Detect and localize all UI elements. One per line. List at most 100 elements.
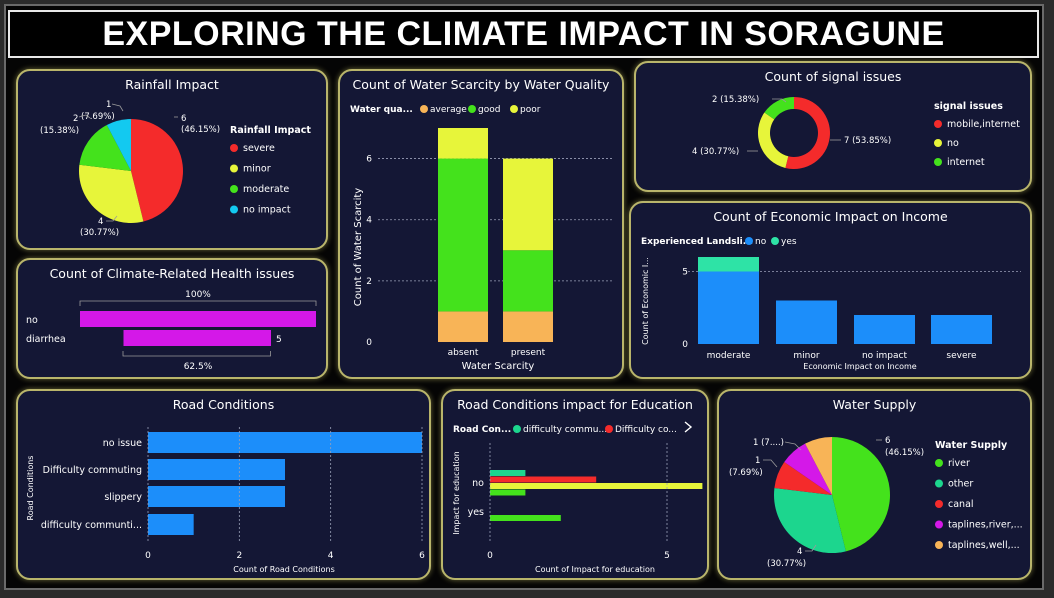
slice-no-impact[interactable]: [106, 119, 131, 171]
legend-marker-canal[interactable]: [935, 500, 943, 508]
slice-taplines-river[interactable]: [784, 443, 832, 495]
legend-marker-river[interactable]: [935, 459, 943, 467]
x-tick-severe: severe: [946, 351, 977, 361]
legend-marker-moderate[interactable]: [230, 185, 238, 193]
legend-label-river: river: [948, 458, 970, 469]
y-axis-title: Count of Water Scarcity: [353, 188, 364, 306]
road-chart: no issue Difficulty commuting slippery diff…: [26, 427, 425, 574]
bar-diarrhea[interactable]: [123, 330, 272, 346]
bar-difficulty-commuting[interactable]: [148, 459, 285, 480]
legend-marker-difficulty-co[interactable]: [605, 425, 613, 433]
legend-next-icon[interactable]: [684, 421, 693, 433]
slice-canal[interactable]: [774, 462, 832, 495]
legend-label-other: other: [948, 479, 973, 490]
data-label-minor-count: 4: [98, 217, 103, 227]
economic-panel[interactable]: Count of Economic Impact on Income Exper…: [629, 201, 1032, 379]
slice-severe[interactable]: [131, 119, 183, 222]
category-label-no: no: [472, 478, 484, 489]
bar-no-slippery[interactable]: [490, 489, 526, 496]
health-panel[interactable]: Count of Climate-Related Health issues 1…: [16, 258, 328, 379]
slice-minor[interactable]: [79, 164, 144, 223]
bar-moderate-yes[interactable]: [698, 257, 759, 272]
percent-bracket-diarrhea: [122, 351, 271, 357]
legend-marker-minor[interactable]: [230, 164, 238, 173]
legend-marker-no[interactable]: [934, 139, 942, 147]
bar-no[interactable]: [80, 311, 316, 327]
bar-absent-poor[interactable]: [438, 128, 488, 159]
bar-no-issue[interactable]: [148, 432, 422, 453]
legend-marker-good[interactable]: [468, 105, 476, 113]
data-label-canal-count: 1: [755, 456, 760, 466]
legend-marker-severe[interactable]: [230, 144, 238, 152]
rainfall-panel[interactable]: Rainfall Impact Rainfall Impact severe min…: [16, 69, 328, 250]
legend-marker-no-impact[interactable]: [230, 205, 238, 214]
bar-moderate-no[interactable]: [698, 271, 759, 345]
bar-slippery[interactable]: [148, 486, 285, 507]
slice-mobile-internet[interactable]: [785, 97, 830, 169]
bar-present-poor[interactable]: [503, 158, 553, 251]
bar-no-impact-no[interactable]: [854, 315, 915, 344]
bar-difficulty-communti[interactable]: [148, 514, 194, 535]
category-label-no-issue: no issue: [103, 438, 142, 449]
data-label-noimpact-count: 1: [106, 100, 111, 110]
bar-yes-slippery[interactable]: [490, 515, 561, 521]
legend-label-mobile-internet: mobile,internet: [947, 119, 1020, 130]
category-label-no: no: [26, 315, 38, 326]
legend-marker-taplines-river[interactable]: [935, 520, 943, 529]
water-scarcity-panel[interactable]: Count of Water Scarcity by Water Quality…: [338, 69, 624, 379]
data-label-internet: 2 (15.38%): [712, 95, 759, 105]
bar-minor-no[interactable]: [776, 300, 837, 345]
legend-marker-internet[interactable]: [934, 158, 942, 166]
signal-panel[interactable]: Count of signal issues signal issues mobi…: [634, 61, 1032, 192]
bar-absent-average[interactable]: [438, 311, 488, 342]
bar-present-good[interactable]: [503, 250, 553, 312]
legend-title: Water qua...: [350, 105, 413, 115]
y-axis-title: Impact for education: [452, 451, 461, 534]
legend-marker-average[interactable]: [420, 105, 428, 113]
bar-no-no-issue[interactable]: [490, 483, 703, 489]
water-supply-panel[interactable]: Water Supply Water Supply river other canal…: [717, 389, 1032, 580]
road-edu-chart: Road Con... difficulty commu... Difficulty…: [452, 421, 703, 574]
leader-noimpact: [111, 103, 124, 112]
bar-severe-no[interactable]: [931, 315, 992, 344]
data-label-diarrhea: 5: [276, 335, 282, 345]
y-tick-0: 0: [682, 340, 688, 350]
slice-internet[interactable]: [764, 97, 794, 120]
x-tick-0: 0: [487, 551, 493, 561]
bar-no-difficulty-commu[interactable]: [490, 470, 526, 476]
legend-label-internet: internet: [947, 157, 985, 168]
legend-marker-taplines-well[interactable]: [935, 541, 943, 549]
x-tick-2: 2: [236, 551, 242, 561]
y-tick-5: 5: [682, 268, 688, 278]
category-label-difficulty-communti: difficulty communti...: [41, 520, 142, 531]
slice-moderate[interactable]: [79, 124, 131, 171]
data-label-river-count: 6: [885, 436, 890, 446]
legend-marker-mobile-internet[interactable]: [934, 120, 942, 128]
x-tick-present: present: [511, 348, 546, 358]
slice-river[interactable]: [832, 437, 890, 552]
signal-chart: signal issues mobile,internet no internet 7 …: [692, 95, 1020, 169]
health-title: Count of Climate-Related Health issues: [49, 266, 295, 281]
data-label-other-pct: (30.77%): [767, 559, 806, 569]
bar-absent-good[interactable]: [438, 158, 488, 312]
bar-present-average[interactable]: [503, 311, 553, 342]
leader-canal: [763, 459, 778, 468]
bar-no-difficulty-co[interactable]: [490, 476, 597, 483]
road-edu-panel[interactable]: Road Conditions impact for Education Roa…: [441, 389, 709, 580]
legend-marker-difficulty-commu[interactable]: [513, 425, 521, 433]
legend-title: Water Supply: [935, 440, 1008, 451]
y-axis-title: Count of Economic I...: [641, 257, 650, 345]
road-panel[interactable]: Road Conditions no issue Difficulty commu…: [16, 389, 431, 580]
data-label-no: 4 (30.77%): [692, 147, 739, 157]
legend-marker-other[interactable]: [935, 479, 943, 488]
slice-no[interactable]: [758, 112, 789, 168]
legend-title: signal issues: [934, 101, 1003, 112]
slice-taplines-well[interactable]: [805, 437, 832, 495]
leader-moderate: [78, 114, 91, 119]
x-tick-4: 4: [328, 551, 334, 561]
slice-other[interactable]: [774, 488, 846, 553]
legend-marker-poor[interactable]: [510, 105, 518, 113]
leader-other: [805, 544, 817, 552]
legend-marker-yes[interactable]: [771, 237, 779, 245]
legend-marker-no[interactable]: [745, 237, 753, 245]
